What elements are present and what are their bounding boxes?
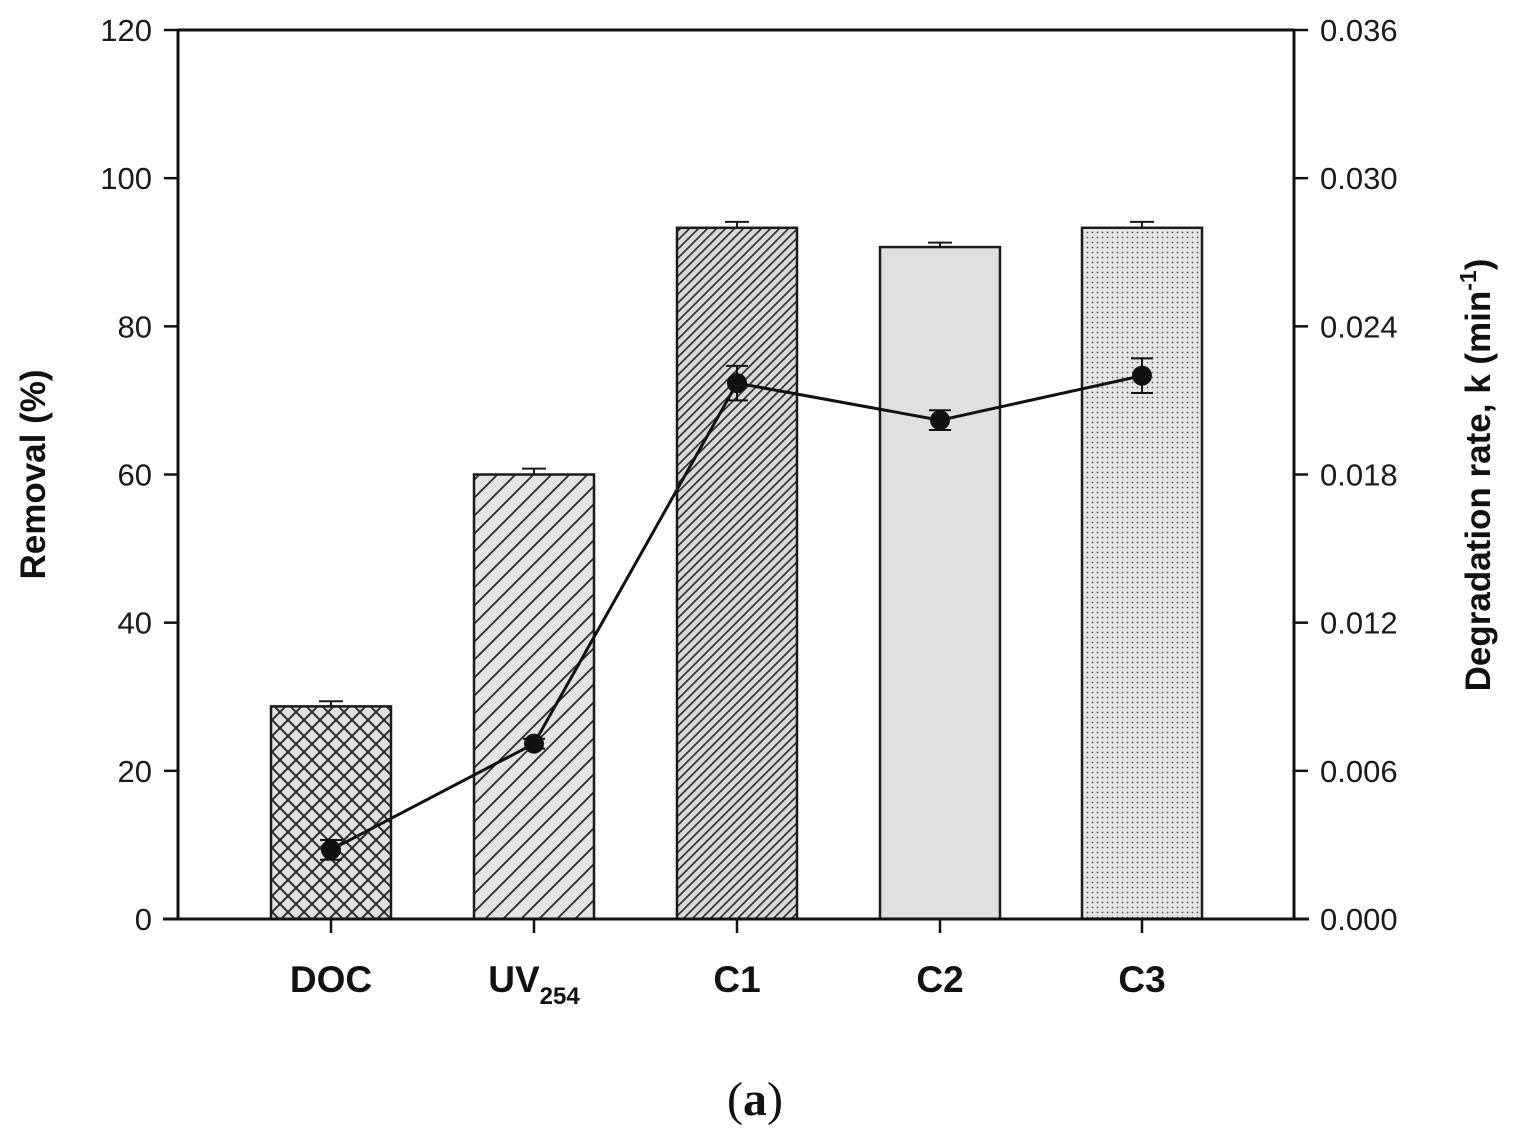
x-tick-label-c2: C2 bbox=[916, 959, 963, 1000]
y-tick-label-left: 100 bbox=[100, 161, 152, 196]
rate-point-uv254 bbox=[524, 733, 544, 754]
rate-point-doc bbox=[321, 839, 341, 860]
panel-label: (a) bbox=[727, 1073, 783, 1126]
rate-point-c2 bbox=[930, 410, 950, 431]
y-tick-label-left: 0 bbox=[135, 902, 152, 937]
y-tick-label-right: 0.012 bbox=[1320, 606, 1398, 641]
x-tick-label-uv254: UV254 bbox=[488, 959, 580, 1010]
y-tick-label-right: 0.000 bbox=[1320, 902, 1398, 937]
y-axis-title-right: Degradation rate, k (min-1) bbox=[1455, 259, 1498, 692]
bar-c2 bbox=[878, 245, 1002, 921]
y-tick-label-right: 0.018 bbox=[1320, 458, 1398, 493]
x-tick-label-doc: DOC bbox=[290, 959, 372, 1000]
y-tick-label-left: 120 bbox=[100, 13, 152, 48]
y-tick-label-left: 40 bbox=[118, 606, 152, 641]
y-tick-label-left: 80 bbox=[118, 309, 152, 344]
y-tick-label-right: 0.006 bbox=[1320, 754, 1398, 789]
x-tick-label-c1: C1 bbox=[713, 959, 760, 1000]
y-tick-label-right: 0.036 bbox=[1320, 13, 1398, 48]
bar-c3 bbox=[1080, 226, 1204, 921]
y-tick-label-right: 0.030 bbox=[1320, 161, 1398, 196]
y-tick-label-right: 0.024 bbox=[1320, 309, 1398, 344]
bar-uv254 bbox=[472, 473, 596, 921]
y-tick-label-left: 60 bbox=[118, 458, 152, 493]
rate-point-c3 bbox=[1132, 365, 1152, 386]
rate-point-c1 bbox=[727, 373, 747, 394]
y-axis-title-left: Removal (%) bbox=[14, 369, 53, 579]
bar-doc bbox=[269, 705, 393, 921]
bar-c1 bbox=[675, 226, 799, 921]
x-tick-label-c3: C3 bbox=[1118, 959, 1165, 1000]
y-tick-label-left: 20 bbox=[118, 754, 152, 789]
